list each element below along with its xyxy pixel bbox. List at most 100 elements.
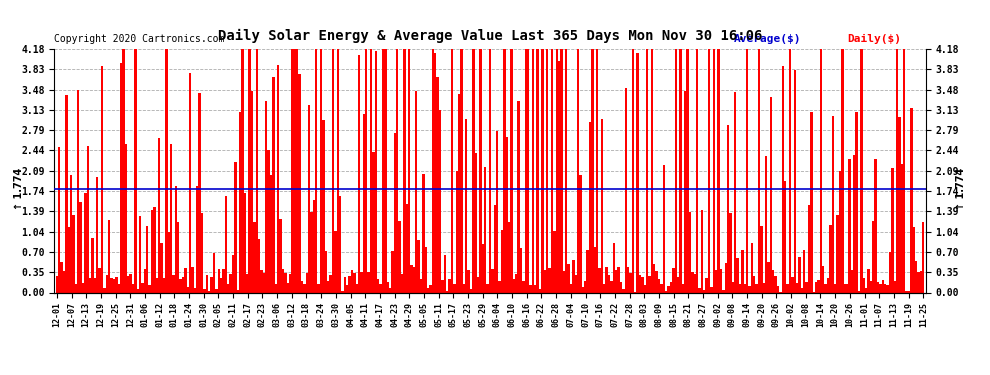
Bar — [584, 280, 586, 292]
Bar — [732, 282, 734, 292]
Bar — [894, 281, 896, 292]
Bar — [822, 267, 825, 292]
Bar — [532, 42, 534, 292]
Bar — [365, 42, 367, 292]
Bar — [315, 42, 318, 292]
Bar — [374, 51, 377, 292]
Bar — [118, 284, 120, 292]
Bar — [489, 42, 491, 292]
Bar — [306, 273, 308, 292]
Bar — [546, 42, 548, 292]
Bar — [915, 261, 918, 292]
Bar — [415, 91, 418, 292]
Bar — [572, 260, 574, 292]
Bar — [720, 268, 722, 292]
Bar — [244, 193, 247, 292]
Bar — [291, 42, 294, 292]
Bar — [227, 284, 230, 292]
Bar — [139, 216, 142, 292]
Bar — [765, 156, 767, 292]
Bar — [450, 42, 453, 292]
Bar — [710, 287, 713, 292]
Bar — [462, 284, 465, 292]
Bar — [155, 278, 158, 292]
Bar — [250, 91, 253, 292]
Bar — [830, 225, 832, 292]
Bar — [772, 270, 774, 292]
Bar — [194, 288, 196, 292]
Bar — [601, 119, 603, 292]
Bar — [213, 252, 215, 292]
Bar — [455, 171, 458, 292]
Bar — [574, 276, 577, 292]
Bar — [98, 268, 101, 292]
Bar — [539, 290, 542, 292]
Bar — [184, 267, 186, 292]
Bar — [853, 155, 855, 292]
Bar — [430, 285, 432, 292]
Bar — [491, 269, 494, 292]
Bar — [760, 226, 762, 292]
Bar — [270, 175, 272, 292]
Bar — [486, 284, 489, 292]
Bar — [694, 274, 696, 292]
Bar — [837, 215, 839, 292]
Bar — [77, 90, 79, 292]
Bar — [691, 272, 694, 292]
Bar — [508, 222, 510, 292]
Bar — [725, 264, 727, 292]
Bar — [510, 42, 513, 292]
Bar — [422, 174, 425, 292]
Bar — [650, 42, 653, 292]
Bar — [325, 251, 327, 292]
Bar — [310, 212, 313, 292]
Bar — [65, 95, 67, 292]
Bar — [706, 278, 708, 292]
Bar — [330, 275, 332, 292]
Bar — [127, 276, 130, 292]
Bar — [839, 171, 842, 292]
Bar — [260, 270, 262, 292]
Bar — [560, 42, 562, 292]
Bar — [577, 42, 579, 292]
Bar — [386, 282, 389, 292]
Bar — [382, 42, 384, 292]
Bar — [753, 276, 755, 292]
Bar — [108, 220, 111, 292]
Bar — [150, 210, 153, 292]
Bar — [394, 134, 396, 292]
Bar — [350, 270, 353, 292]
Bar — [303, 284, 306, 292]
Bar — [553, 231, 555, 292]
Bar — [855, 112, 857, 292]
Bar — [210, 277, 213, 292]
Bar — [170, 144, 172, 292]
Bar — [301, 281, 303, 292]
Bar — [748, 286, 750, 292]
Bar — [401, 274, 403, 292]
Bar — [667, 286, 670, 292]
Bar — [825, 284, 827, 292]
Bar — [282, 269, 284, 292]
Bar — [467, 270, 470, 292]
Bar — [358, 55, 360, 292]
Bar — [274, 284, 277, 292]
Bar — [801, 288, 803, 292]
Bar — [777, 286, 779, 292]
Bar — [848, 159, 850, 292]
Bar — [67, 227, 70, 292]
Bar — [434, 53, 437, 292]
Bar — [632, 42, 634, 292]
Bar — [608, 275, 610, 292]
Bar — [232, 255, 235, 292]
Bar — [144, 269, 147, 292]
Bar — [662, 165, 665, 292]
Bar — [606, 267, 608, 292]
Bar — [91, 238, 94, 292]
Bar — [174, 186, 177, 292]
Bar — [367, 272, 370, 292]
Bar — [362, 114, 365, 292]
Bar — [845, 284, 848, 292]
Bar — [665, 291, 667, 292]
Bar — [79, 202, 82, 292]
